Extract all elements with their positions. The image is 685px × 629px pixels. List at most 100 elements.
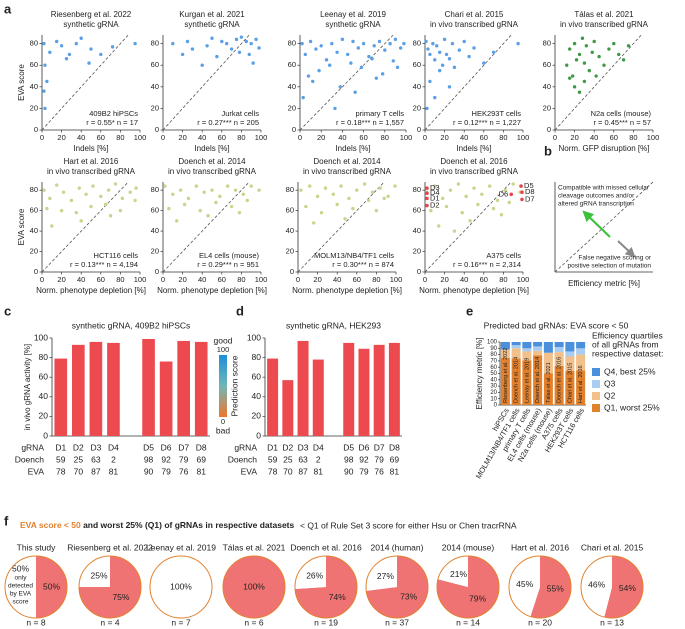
point — [84, 192, 88, 196]
point — [182, 202, 187, 207]
point — [89, 204, 93, 209]
x-tick-label: 60 — [480, 133, 488, 142]
annotation: primary T cells — [356, 109, 405, 118]
y-tick-label: 40 — [286, 226, 294, 235]
bar — [358, 348, 370, 436]
point-label: D4 — [430, 188, 440, 197]
point — [568, 47, 572, 51]
pie-title: Chari et al. 2015 — [581, 542, 644, 552]
point — [444, 52, 449, 57]
point — [324, 58, 329, 62]
point — [440, 63, 445, 67]
x-tick-label: 40 — [590, 133, 598, 142]
point — [460, 210, 464, 215]
point — [198, 208, 202, 213]
pie-border — [508, 555, 572, 619]
point — [220, 39, 224, 44]
row-label: Doench — [15, 454, 45, 464]
bar-label: Doench et al. 2014 — [535, 357, 541, 403]
x-tick-label: 0 — [553, 133, 557, 142]
point — [383, 48, 387, 52]
panel-label: d — [236, 303, 244, 318]
point — [391, 59, 395, 63]
y-tick-label: 20 — [252, 411, 262, 421]
y-tick-label: 20 — [30, 103, 38, 112]
point — [61, 190, 66, 194]
y-tick-label: 40 — [413, 226, 421, 235]
annotation: r = 0.55* n = 17 — [86, 118, 138, 127]
slice-note: only — [15, 575, 28, 582]
point — [516, 41, 520, 46]
x-tick-label: 40 — [77, 275, 85, 284]
point — [435, 44, 439, 48]
annotation: MOLM13/NB4/TF1 cells — [314, 251, 394, 260]
x-tick-label: D6 — [359, 442, 370, 452]
y-tick-label: 60 — [490, 365, 497, 371]
x-tick-label: 60 — [353, 275, 361, 284]
point — [367, 54, 371, 59]
x-tick-label: 20 — [317, 133, 325, 142]
subplot-title: Chari et al. 2015 — [445, 10, 504, 19]
point — [377, 39, 382, 44]
point — [317, 68, 321, 73]
pie-n: n = 6 — [244, 617, 263, 627]
y-tick-label: 0 — [290, 267, 294, 276]
point — [55, 183, 59, 187]
pie-slice — [223, 556, 285, 618]
slice-note: detected — [8, 583, 33, 590]
y-tick-label: 70 — [490, 358, 497, 364]
pie-slice — [295, 556, 357, 618]
colorbar-label: good — [214, 335, 233, 345]
point — [340, 37, 345, 42]
bar-segment — [565, 342, 575, 352]
x-tick-label: D5 — [343, 442, 354, 452]
header-highlight: EVA score < 50 — [20, 520, 81, 530]
point — [388, 41, 392, 46]
subplot-title: in vivo transcribed gRNA — [560, 20, 649, 29]
point — [457, 48, 461, 52]
colorbar-title: Prediction score — [229, 355, 239, 416]
point — [438, 50, 442, 54]
y-tick-label: 80 — [30, 185, 38, 194]
labeled-point — [425, 191, 429, 196]
point — [180, 52, 185, 57]
chart-title: synthetic gRNA, 409B2 hiPSCs — [72, 320, 191, 330]
x-axis-label: Norm. phenotype depletion [%] — [157, 286, 267, 295]
pie-header: EVA score < 50 and worst 25% (Q1) of gRN… — [20, 520, 294, 530]
point — [99, 52, 103, 57]
y-axis-label: EVA score — [17, 208, 26, 245]
pie-title: 2014 (mouse) — [442, 542, 495, 552]
point — [487, 184, 492, 188]
y-tick-label: 60 — [543, 60, 551, 69]
pie-slice — [366, 556, 428, 618]
point — [48, 196, 52, 201]
x-tick-label: 80 — [237, 275, 245, 284]
eva-score: 81 — [109, 466, 119, 476]
pie-border — [149, 555, 213, 619]
pie-title: 2014 (human) — [371, 542, 424, 552]
point — [215, 54, 219, 59]
diagonal — [424, 34, 512, 131]
y-tick-label: 60 — [252, 371, 262, 381]
doench-score: 25 — [283, 454, 293, 464]
x-tick-label: 40 — [460, 275, 468, 284]
x-tick-label: D3 — [298, 442, 309, 452]
arrow-up — [582, 210, 611, 238]
point — [355, 188, 359, 192]
point — [511, 182, 515, 186]
x-tick-label: D7 — [178, 442, 189, 452]
y-tick-label: 0 — [34, 125, 38, 134]
point-label: D6 — [499, 189, 509, 198]
annotation: HCT116 cells — [94, 251, 139, 260]
y-tick-label: 20 — [413, 103, 421, 112]
y-tick-label: 80 — [413, 185, 421, 194]
diagonal — [162, 181, 250, 273]
y-tick-label: 20 — [288, 103, 296, 112]
diagonal — [424, 181, 512, 273]
x-tick-label: 100 — [134, 275, 147, 284]
annotation: r = 0.45*** n = 57 — [593, 118, 651, 127]
eva-score: 81 — [196, 466, 206, 476]
point — [233, 188, 238, 192]
x-tick-label: 100 — [400, 133, 413, 142]
